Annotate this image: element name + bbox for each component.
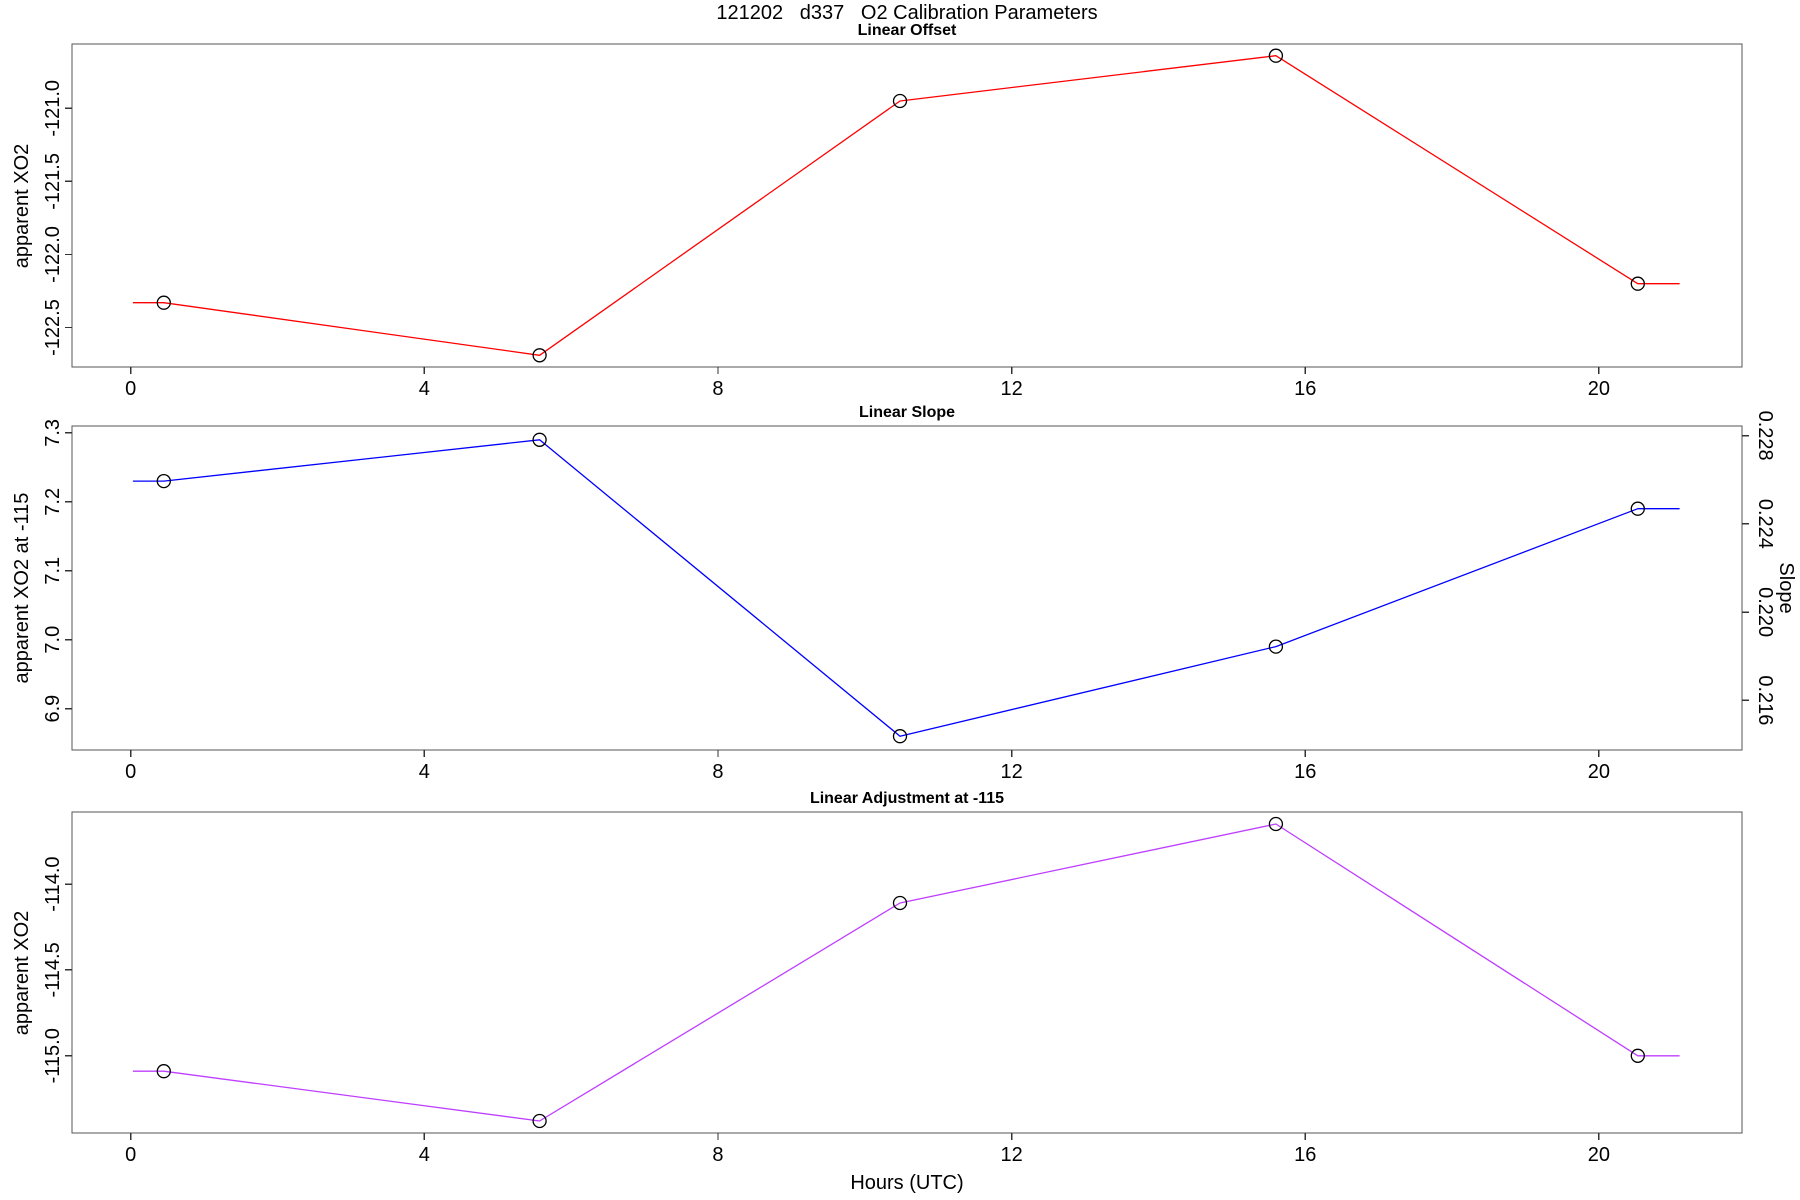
x-tick-label: 4 [419,378,430,400]
y-tick-label: -115.0 [42,1028,64,1083]
panel-linear-slope: 0 4 8 12 16 20 7.3 7.2 7.1 7.0 6.9 0.228 0.224 0.220 0… [42,411,1776,783]
x-tick-label: 0 [125,378,136,400]
data-point-marker [532,432,547,447]
x-tick-label: 12 [1000,378,1022,400]
y-tick-label: 7.1 [42,557,64,585]
data-point-marker [1268,639,1284,654]
x-axis-label: Hours (UTC) [850,1172,964,1194]
panel-title-linear-slope: Linear Slope [858,404,956,421]
panel-border [71,811,1743,1134]
x-tick-label: 8 [712,761,723,783]
data-point-marker [1630,501,1645,516]
page-title: 121202 d337 O2 Calibration Parameters [716,2,1098,24]
y-axis-label-offset: apparent XO2 [11,143,33,269]
data-point-marker [1268,816,1284,832]
series-line [132,823,1680,1122]
data-point-marker [156,473,171,489]
data-point-marker [1630,276,1645,291]
panel-title-linear-adjustment: Linear Adjustment at -115 [809,790,1005,807]
data-point-marker [1268,48,1284,63]
data-point-marker [532,1113,547,1129]
y-tick-label: 7.3 [42,419,64,447]
x-tick-label: 16 [1294,761,1316,783]
series-line [132,439,1680,737]
x-tick-label: 16 [1294,378,1316,400]
data-point-marker [892,895,908,911]
data-point-marker [892,729,908,744]
right-y-tick-label: 0.228 [1754,411,1776,461]
x-tick-label: 12 [1000,1144,1022,1166]
x-tick-label: 16 [1294,1144,1316,1166]
y-tick-label: -121.5 [42,153,64,210]
x-tick-label: 0 [125,761,136,783]
data-point-marker [1630,1048,1645,1063]
y-tick-label: 7.0 [42,626,64,654]
y-tick-label: -122.0 [42,226,64,283]
x-tick-label: 8 [712,378,723,400]
data-point-marker [156,1064,171,1079]
y-axis-label-slope-left: apparent XO2 at -115 [11,492,33,684]
x-tick-label: 4 [419,761,430,783]
panel-linear-adjustment-at-115: 0 4 8 12 16 20 -114.0 -114.5 -115.0 [42,811,1743,1166]
y-tick-label: 7.2 [42,488,64,516]
data-point-marker [156,295,171,310]
right-y-tick-label: 0.224 [1754,499,1776,549]
x-tick-label: 20 [1588,378,1610,400]
panel-border [71,425,1743,751]
x-tick-label: 0 [125,1144,136,1166]
x-tick-label: 20 [1588,761,1610,783]
x-tick-label: 4 [419,1144,430,1166]
y-tick-label: 6.9 [42,695,64,723]
y-tick-label: -121.0 [42,80,64,137]
data-point-marker [532,348,547,363]
series-line [132,55,1680,356]
x-tick-label: 8 [712,1144,723,1166]
y-axis-label-slope-right: Slope [1775,562,1797,614]
right-y-tick-label: 0.220 [1754,587,1776,637]
x-tick-label: 20 [1588,1144,1610,1166]
y-tick-label: -122.5 [42,299,64,356]
y-tick-label: -114.5 [42,942,64,997]
y-axis-label-adjustment: apparent XO2 [11,910,33,1036]
x-tick-label: 12 [1000,761,1022,783]
panel-title-linear-offset: Linear Offset [857,22,957,39]
y-tick-label: -114.0 [42,856,64,911]
panel-linear-offset: 0 4 8 12 16 20 -121.0 -121.5 -122.0 -122.5 [42,43,1743,400]
right-y-tick-label: 0.216 [1754,675,1776,725]
panel-border [71,43,1743,368]
data-point-marker [892,93,908,109]
